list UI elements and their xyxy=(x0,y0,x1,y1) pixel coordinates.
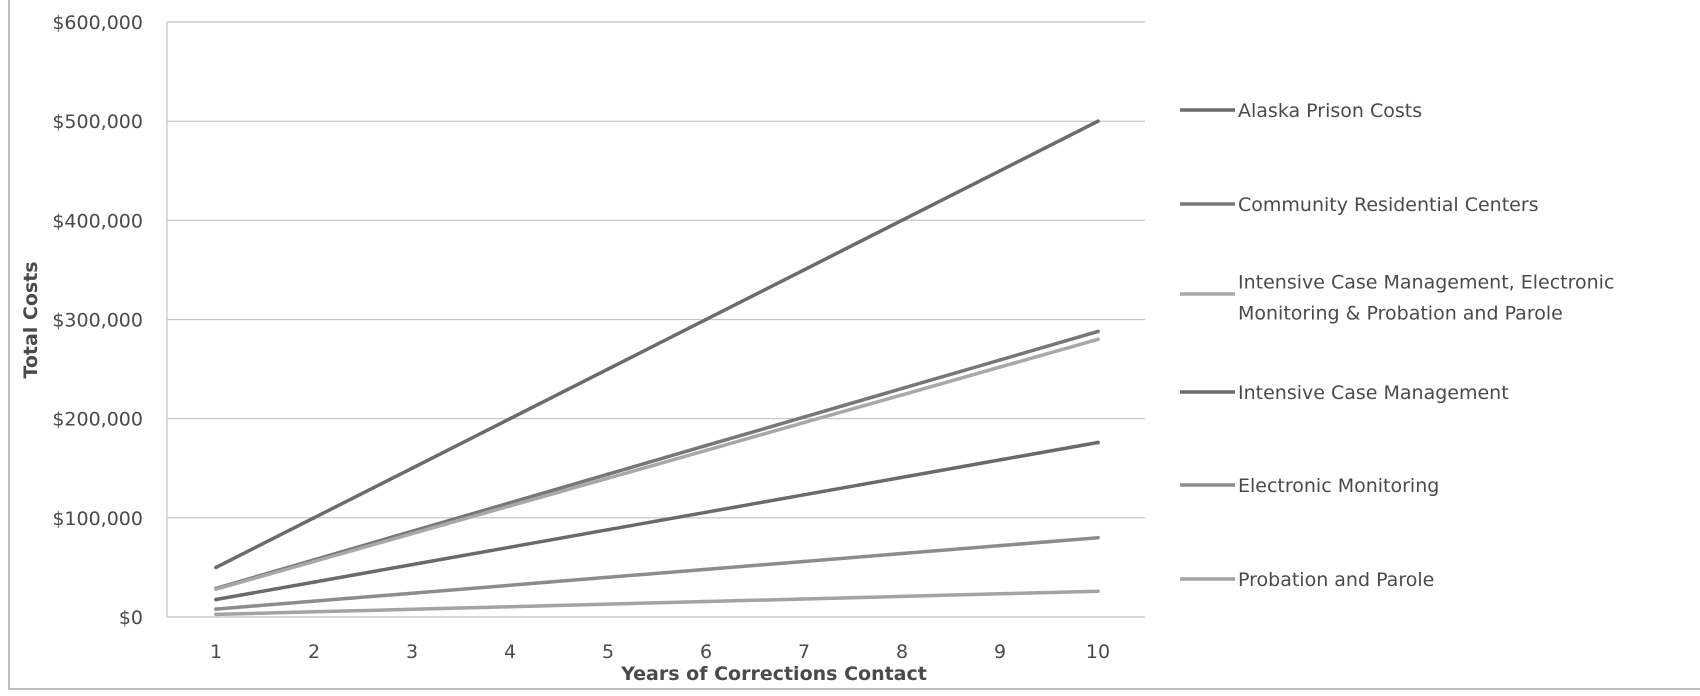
data-point xyxy=(704,567,708,572)
data-point xyxy=(900,218,904,223)
x-tick-label: 7 xyxy=(798,641,810,663)
data-point xyxy=(802,559,806,564)
data-point xyxy=(312,580,316,584)
legend-label: Intensive Case Management xyxy=(1238,382,1509,404)
data-point xyxy=(704,448,708,453)
x-tick-label: 9 xyxy=(994,641,1006,663)
data-point xyxy=(410,562,414,567)
y-tick-label: $500,000 xyxy=(52,111,143,133)
data-point xyxy=(900,551,904,556)
x-tick-label: 4 xyxy=(504,641,516,663)
data-point xyxy=(1096,337,1100,342)
y-tick-label: $0 xyxy=(119,607,143,629)
data-point xyxy=(312,516,316,520)
data-point xyxy=(606,527,610,532)
series-line-0 xyxy=(214,119,1100,570)
y-tick-label: $400,000 xyxy=(52,210,143,232)
legend-label: Probation and Parole xyxy=(1238,569,1434,591)
x-tick-label: 3 xyxy=(406,641,418,663)
gridlines xyxy=(166,21,1145,618)
series-lines xyxy=(214,119,1100,617)
x-tick-label: 1 xyxy=(210,641,222,663)
data-point xyxy=(410,607,414,612)
data-point xyxy=(998,543,1002,548)
data-point xyxy=(900,594,904,599)
data-point xyxy=(1096,329,1100,334)
legend-label: Alaska Prison Costs xyxy=(1238,100,1422,122)
legend-label: Community Residential Centers xyxy=(1238,194,1539,216)
data-point xyxy=(704,443,708,448)
data-point xyxy=(312,559,316,564)
data-point xyxy=(704,599,708,604)
data-point xyxy=(508,583,512,588)
data-point xyxy=(802,493,806,497)
data-point xyxy=(1096,589,1100,594)
series-line-4 xyxy=(214,535,1100,611)
data-point xyxy=(1096,535,1100,540)
y-tick-label: $600,000 xyxy=(52,12,143,34)
data-point xyxy=(508,500,512,505)
x-tick-label: 6 xyxy=(700,641,712,663)
x-tick-label: 5 xyxy=(602,641,614,663)
data-point xyxy=(802,415,806,419)
data-point xyxy=(410,591,414,595)
data-point xyxy=(606,575,610,580)
data-point xyxy=(606,472,610,477)
x-tick-label: 8 xyxy=(896,641,908,663)
legend: Alaska Prison Costs Community Residential… xyxy=(1180,100,1614,591)
data-point xyxy=(1096,119,1100,123)
y-axis-ticks: $0 $100,000 $200,000 $300,000 $400,000 $500,0… xyxy=(52,12,143,629)
data-point xyxy=(508,545,512,549)
data-point xyxy=(508,604,512,609)
data-point xyxy=(312,610,316,614)
series-line-1 xyxy=(214,329,1100,591)
x-axis-title: Years of Corrections Contact xyxy=(620,663,927,685)
data-point xyxy=(802,268,806,272)
data-point xyxy=(900,386,904,391)
data-point xyxy=(606,367,610,371)
data-point xyxy=(1096,440,1100,445)
legend-label: Electronic Monitoring xyxy=(1238,475,1439,497)
data-point xyxy=(704,317,708,322)
y-tick-label: $200,000 xyxy=(52,409,143,431)
data-point xyxy=(998,168,1002,173)
series-line-2 xyxy=(214,337,1100,591)
data-point xyxy=(214,612,218,617)
y-tick-label: $300,000 xyxy=(52,310,143,332)
data-point xyxy=(900,475,904,480)
data-point xyxy=(508,416,512,421)
x-tick-label: 10 xyxy=(1086,641,1110,663)
data-point xyxy=(998,358,1002,362)
series-line-3 xyxy=(214,440,1100,602)
x-axis-ticks: 1 2 3 4 5 6 7 8 9 10 xyxy=(210,641,1110,663)
y-tick-label: $100,000 xyxy=(52,508,143,530)
data-point xyxy=(214,587,218,592)
data-point xyxy=(214,607,218,611)
data-point xyxy=(606,476,610,480)
data-point xyxy=(998,591,1002,596)
data-point xyxy=(214,565,218,570)
data-point xyxy=(410,531,414,536)
data-point xyxy=(606,602,610,606)
data-point xyxy=(802,597,806,601)
data-point xyxy=(802,420,806,425)
data-point xyxy=(998,458,1002,462)
data-point xyxy=(508,504,512,508)
x-tick-label: 2 xyxy=(308,641,320,663)
data-point xyxy=(998,365,1002,369)
legend-label: Monitoring & Probation and Parole xyxy=(1238,303,1563,325)
data-point xyxy=(900,393,904,397)
series-line-5 xyxy=(214,589,1100,617)
legend-label: Intensive Case Management, Electronic xyxy=(1238,272,1614,294)
y-axis-title: Total Costs xyxy=(20,261,42,378)
data-point xyxy=(704,510,708,515)
data-point xyxy=(312,599,316,603)
data-point xyxy=(410,466,414,471)
data-point xyxy=(214,597,218,602)
